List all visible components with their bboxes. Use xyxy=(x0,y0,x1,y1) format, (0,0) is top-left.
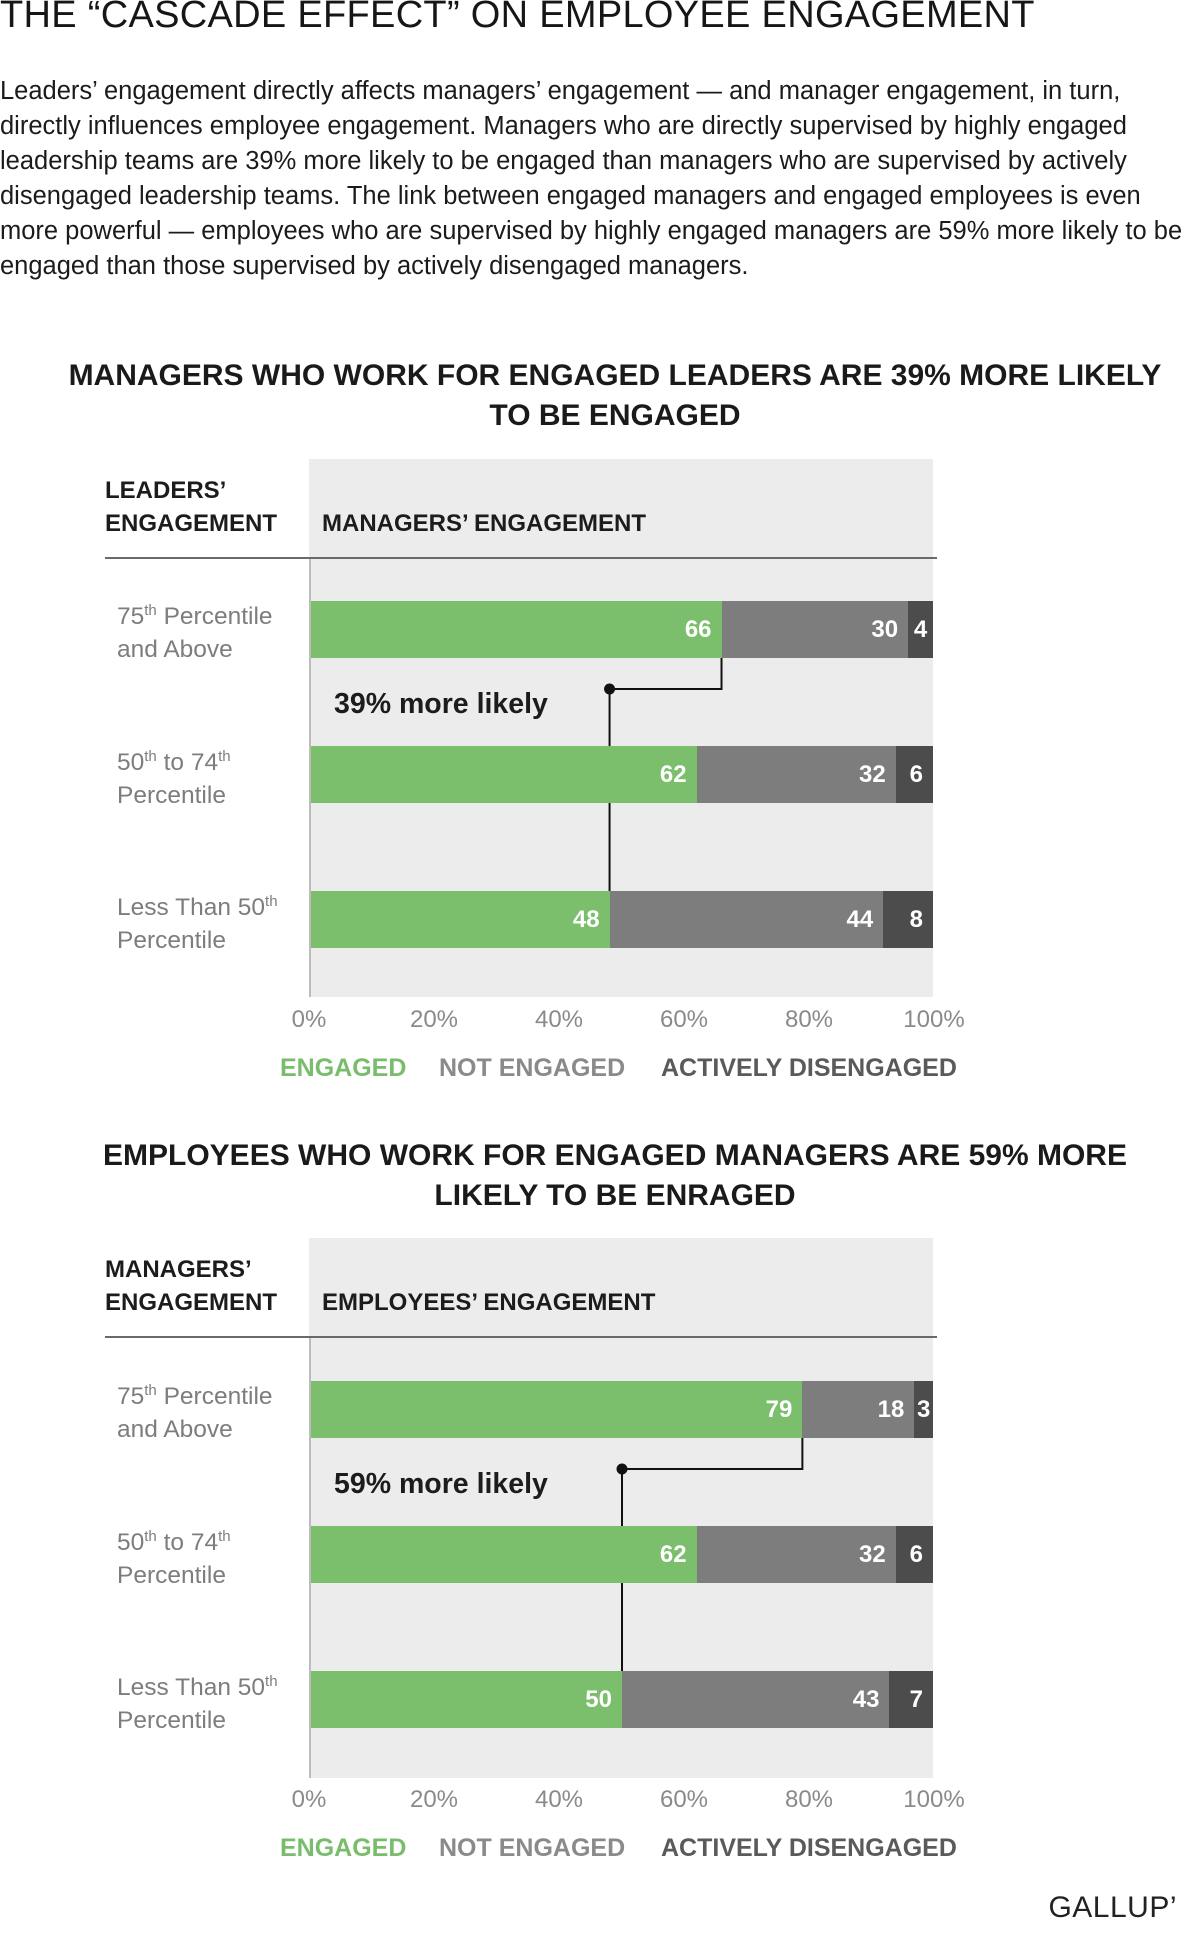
callout-label: 39% more likely xyxy=(334,688,548,720)
bar-value-label: 32 xyxy=(858,1541,886,1568)
x-tick-label: 60% xyxy=(659,1786,709,1813)
row-label: 50th to 74th Percentile xyxy=(117,1528,231,1589)
x-tick-label: 80% xyxy=(784,1786,834,1813)
bar-value-label: 6 xyxy=(909,1541,923,1568)
axis-baseline xyxy=(309,1338,311,1778)
header-divider xyxy=(105,557,937,559)
intro-paragraph: Leaders’ engagement directly affects man… xyxy=(0,77,1183,280)
x-tick-label: 80% xyxy=(784,1006,834,1033)
x-tick-label: 100% xyxy=(903,1786,965,1813)
bar-not-engaged xyxy=(696,1526,896,1583)
bar-actively-disengaged xyxy=(889,1671,933,1728)
row-header: MANAGERS’ ENGAGEMENT xyxy=(105,1253,277,1319)
x-tick-label: 20% xyxy=(409,1786,459,1813)
x-tick-label: 100% xyxy=(903,1006,965,1033)
bar-value-label: 79 xyxy=(765,1396,793,1423)
row-label: Less Than 50th Percentile xyxy=(117,1673,278,1734)
bar-value-label: 66 xyxy=(684,616,712,643)
bar-value-label: 50 xyxy=(585,1686,612,1713)
bar-value-label: 44 xyxy=(846,906,874,933)
callout-label: 59% more likely xyxy=(334,1468,548,1500)
x-tick-label: 20% xyxy=(409,1006,459,1033)
x-tick-label: 40% xyxy=(534,1006,584,1033)
bar-value-label: 4 xyxy=(913,616,928,643)
bar-value-label: 8 xyxy=(909,906,923,933)
legend-not-engaged: NOT ENGAGED xyxy=(439,1054,626,1082)
bar-actively-disengaged xyxy=(895,1526,933,1583)
x-tick-label: 60% xyxy=(659,1006,709,1033)
bar-not-engaged xyxy=(609,891,884,948)
bar-actively-disengaged xyxy=(914,1381,933,1438)
bar-not-engaged xyxy=(802,1381,915,1438)
bar-actively-disengaged xyxy=(895,746,933,803)
row-label: 75th Percentile and Above xyxy=(117,602,273,663)
bar-engaged xyxy=(311,1526,697,1583)
bar-engaged xyxy=(311,1381,803,1438)
bar-value-label: 32 xyxy=(858,761,886,788)
bar-not-engaged xyxy=(622,1671,890,1728)
bar-value-label: 43 xyxy=(852,1686,880,1713)
bar-engaged xyxy=(311,891,610,948)
header-divider xyxy=(105,1336,937,1338)
column-header: MANAGERS’ ENGAGEMENT xyxy=(322,510,647,537)
page-title: THE “CASCADE EFFECT” ON EMPLOYEE ENGAGEM… xyxy=(0,0,1035,36)
row-header: LEADERS’ ENGAGEMENT xyxy=(105,474,277,540)
chart-title: EMPLOYEES WHO WORK FOR ENGAGED MANAGERS … xyxy=(103,1139,1127,1212)
legend-not-engaged: NOT ENGAGED xyxy=(439,1834,626,1862)
axis-baseline xyxy=(309,559,311,997)
row-header-line: LEADERS’ xyxy=(105,477,227,504)
bar-value-label: 62 xyxy=(659,1541,687,1568)
legend-actively-disengaged: ACTIVELY DISENGAGED xyxy=(661,1834,957,1862)
bar-actively-disengaged xyxy=(883,891,933,948)
x-tick-label: 0% xyxy=(291,1006,327,1033)
bar-value-label: 7 xyxy=(909,1686,923,1713)
row-header-line: ENGAGEMENT xyxy=(105,510,278,537)
bar-actively-disengaged xyxy=(908,601,933,658)
row-label: 50th to 74th Percentile xyxy=(117,748,231,809)
legend-actively-disengaged: ACTIVELY DISENGAGED xyxy=(661,1054,957,1082)
bar-engaged xyxy=(311,1671,622,1728)
bar-value-label: 6 xyxy=(909,761,923,788)
bar-not-engaged xyxy=(721,601,909,658)
bar-value-label: 30 xyxy=(871,616,899,643)
row-header-line: ENGAGEMENT xyxy=(105,1289,278,1316)
x-tick-label: 40% xyxy=(534,1786,584,1813)
gallup-logo: GALLUP’ xyxy=(1048,1891,1177,1924)
legend-engaged: ENGAGED xyxy=(280,1054,407,1082)
row-label: 75th Percentile and Above xyxy=(117,1382,273,1443)
row-header-line: MANAGERS’ xyxy=(105,1256,252,1283)
bar-value-label: 18 xyxy=(877,1396,905,1423)
bar-value-label: 3 xyxy=(916,1396,931,1423)
column-header: EMPLOYEES’ ENGAGEMENT xyxy=(322,1289,656,1316)
bar-value-label: 62 xyxy=(659,761,687,788)
bar-value-label: 48 xyxy=(572,906,600,933)
bar-engaged xyxy=(311,601,722,658)
chart-title: MANAGERS WHO WORK FOR ENGAGED LEADERS AR… xyxy=(68,359,1162,432)
bar-engaged xyxy=(311,746,697,803)
x-tick-label: 0% xyxy=(291,1786,327,1813)
bar-not-engaged xyxy=(696,746,896,803)
legend-engaged: ENGAGED xyxy=(280,1834,407,1862)
row-label: Less Than 50th Percentile xyxy=(117,893,278,954)
